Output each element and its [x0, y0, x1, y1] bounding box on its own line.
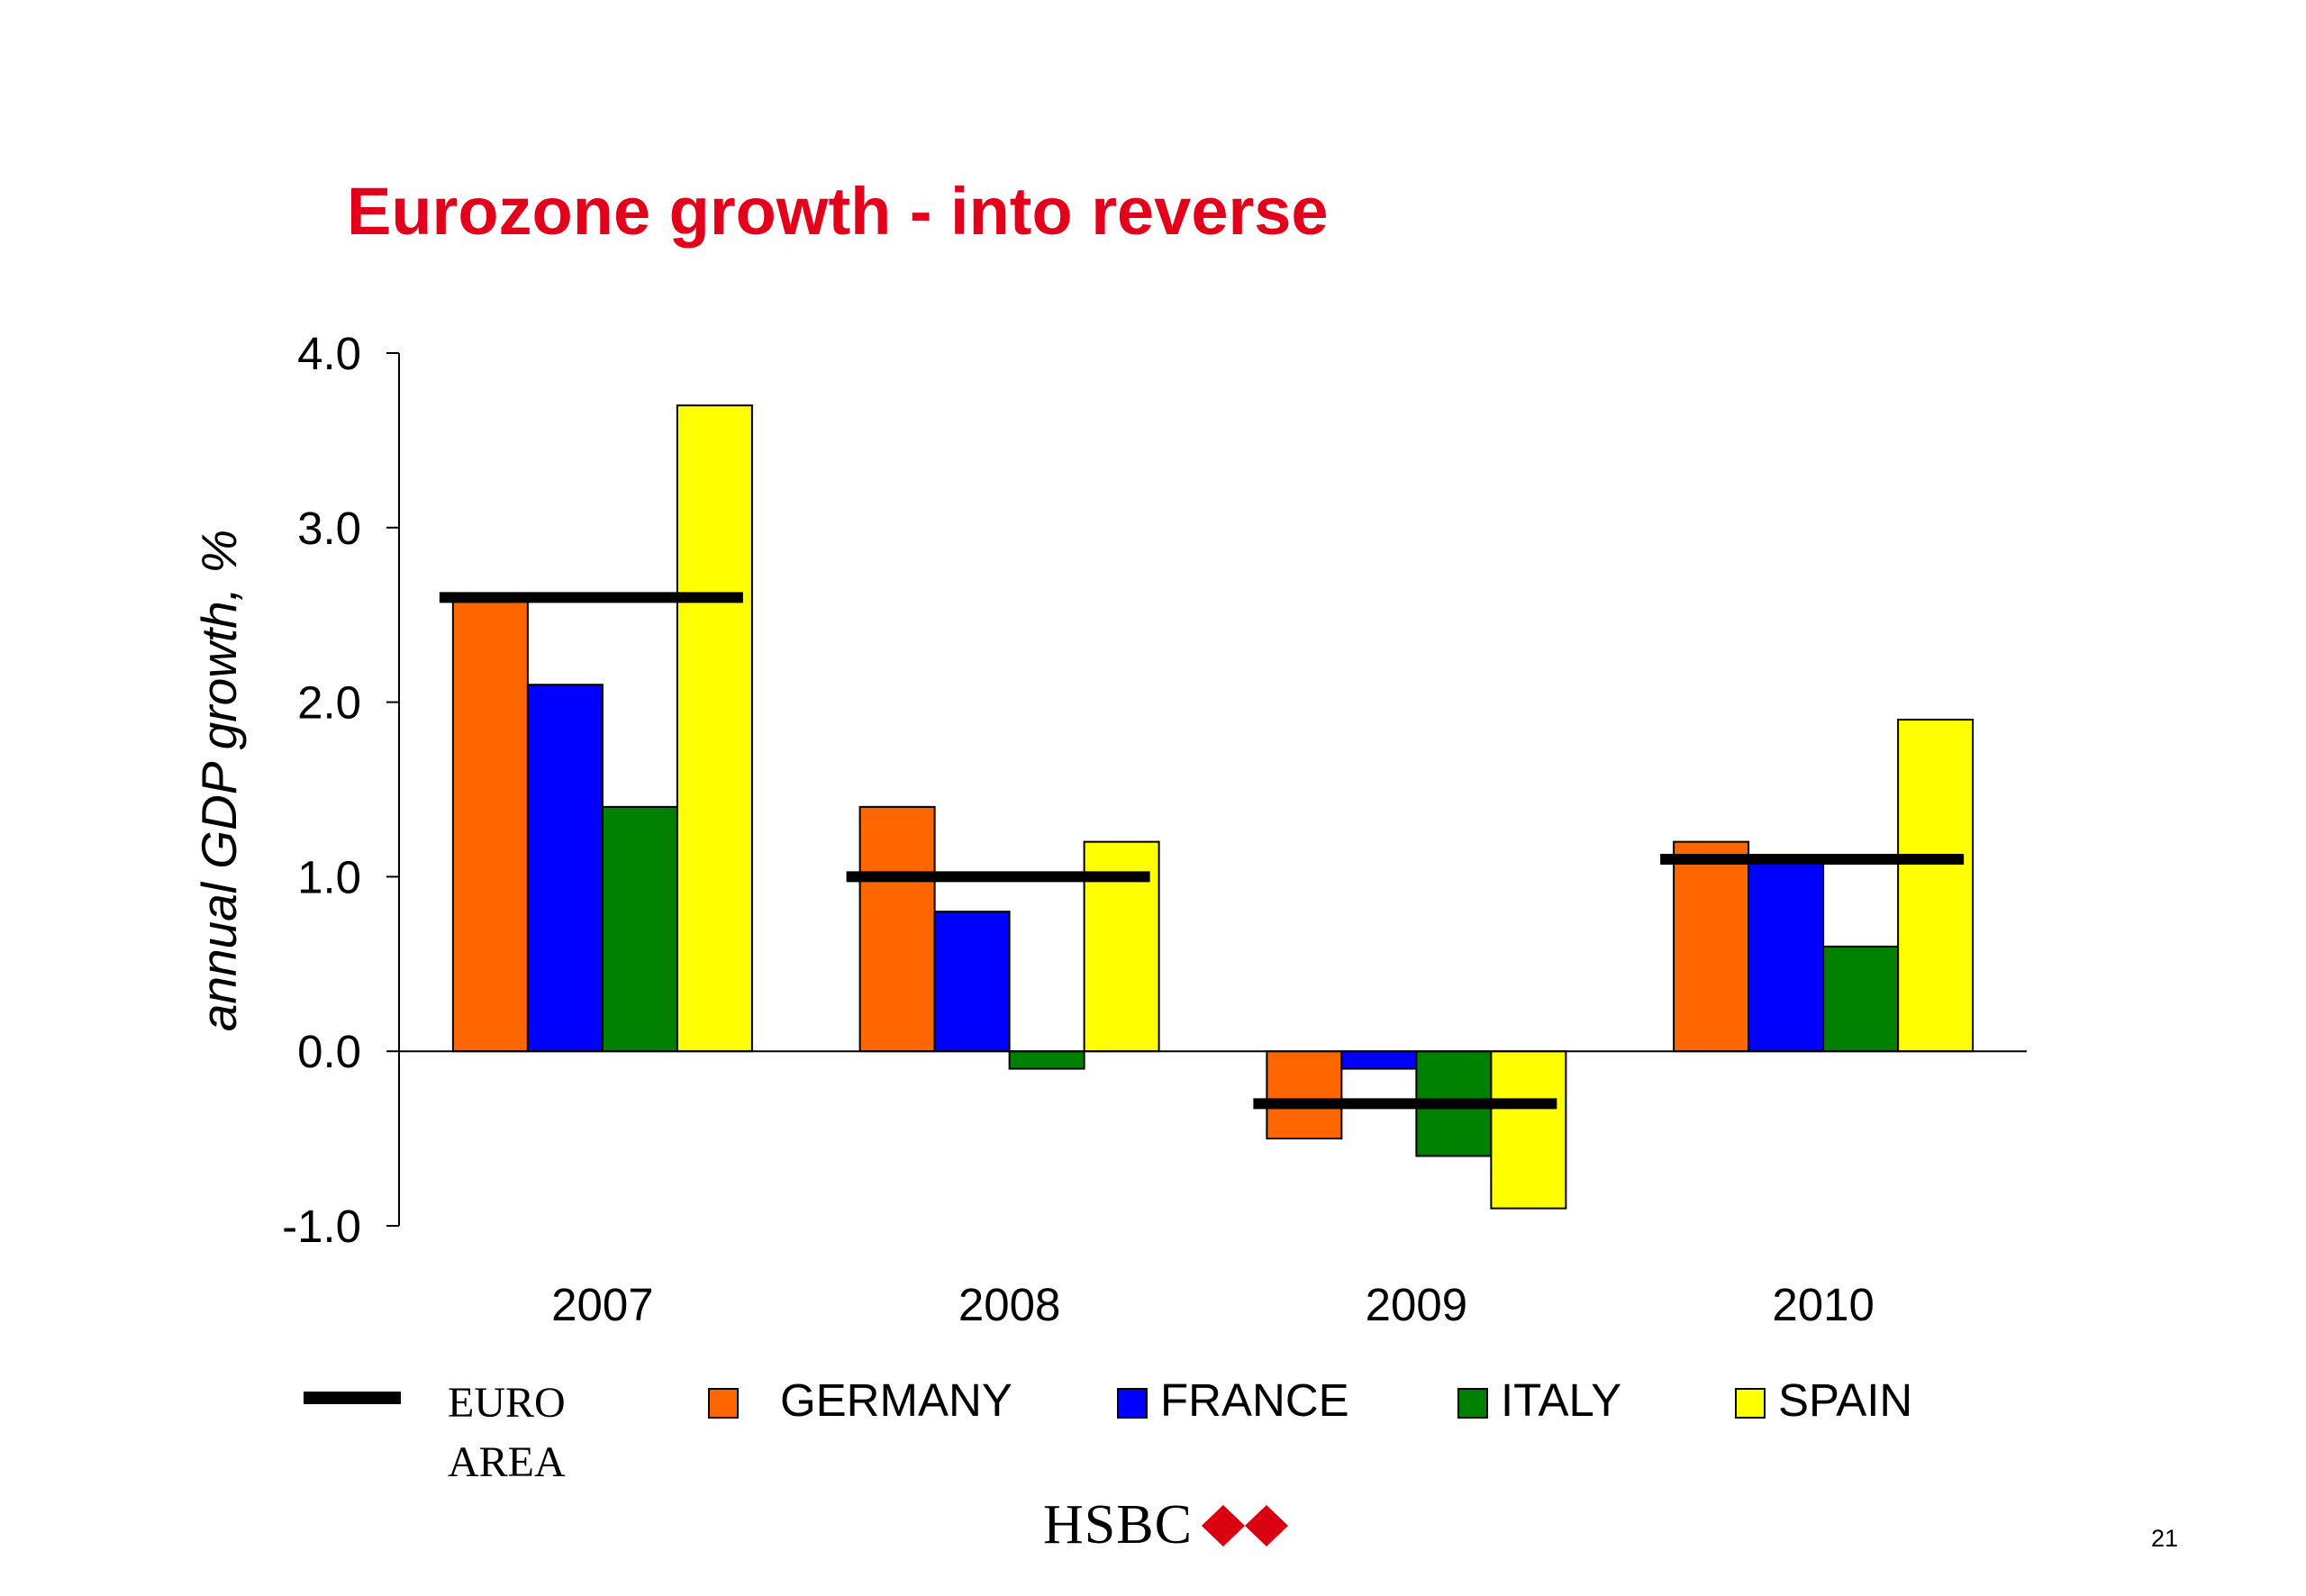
bar-italy-2008	[1008, 1050, 1085, 1070]
legend-swatch-germany	[708, 1388, 739, 1419]
legend-label-italy: ITALY	[1501, 1374, 1622, 1426]
y-tick-label: -1.0	[282, 1201, 361, 1252]
bar-germany-2010	[1673, 840, 1750, 1053]
bar-germany-2007	[451, 596, 529, 1053]
bar-germany-2008	[858, 805, 936, 1053]
page-number: 21	[2151, 1525, 2179, 1552]
bar-spain-2009	[1490, 1050, 1567, 1210]
legend-swatch-italy	[1457, 1388, 1488, 1419]
x-tick-label: 2010	[1772, 1279, 1874, 1330]
x-tick-label: 2007	[551, 1279, 653, 1330]
y-tick-label: 4.0	[297, 328, 361, 379]
legend-label-france: FRANCE	[1160, 1374, 1349, 1426]
x-tick-label: 2008	[958, 1279, 1060, 1330]
x-tick-label: 2009	[1366, 1279, 1467, 1330]
bar-germany-2009	[1266, 1050, 1343, 1140]
legend-item-germany: GERMANY	[708, 1374, 1012, 1427]
gdp-growth-chart: 4.0 3.0 2.0 1.0 0.0 -1.0 annual GDP growth, % 2…	[191, 328, 2027, 1330]
hsbc-hexagon-icon	[1201, 1504, 1288, 1546]
bar-france-2010	[1748, 858, 1825, 1053]
legend-label-euro-area-line1: EURO	[448, 1379, 566, 1427]
legend-label-euro-area: EURO AREA	[448, 1374, 601, 1492]
y-tick-label: 0.0	[297, 1026, 361, 1077]
legend-label-spain: SPAIN	[1778, 1374, 1913, 1426]
y-tick-label: 2.0	[297, 677, 361, 729]
legend-label-germany: GERMANY	[780, 1374, 1012, 1426]
slide-title: Eurozone growth - into reverse	[347, 174, 1329, 249]
y-tick-label: 3.0	[297, 503, 361, 554]
bar-spain-2007	[676, 404, 753, 1053]
bar-france-2009	[1340, 1050, 1418, 1070]
legend-item-euro-area: EURO AREA	[304, 1374, 601, 1492]
legend-line-euro-area	[304, 1392, 401, 1404]
legend-swatch-spain	[1735, 1388, 1766, 1419]
legend-swatch-france	[1117, 1388, 1148, 1419]
bar-spain-2010	[1897, 718, 1975, 1053]
legend-item-spain: SPAIN	[1735, 1374, 1912, 1427]
legend-item-france: FRANCE	[1117, 1374, 1349, 1427]
logo-text: HSBC	[1043, 1494, 1193, 1555]
legend-item-italy: ITALY	[1457, 1374, 1621, 1427]
hsbc-logo: HSBC	[1043, 1493, 1288, 1557]
bar-italy-2010	[1822, 945, 1900, 1053]
y-tick-label: 1.0	[297, 851, 361, 902]
y-axis-label: annual GDP growth, %	[191, 530, 247, 1031]
bar-france-2007	[526, 684, 604, 1053]
bar-italy-2007	[601, 805, 678, 1053]
legend-label-euro-area-line2: AREA	[448, 1438, 566, 1486]
bar-france-2008	[933, 911, 1011, 1053]
